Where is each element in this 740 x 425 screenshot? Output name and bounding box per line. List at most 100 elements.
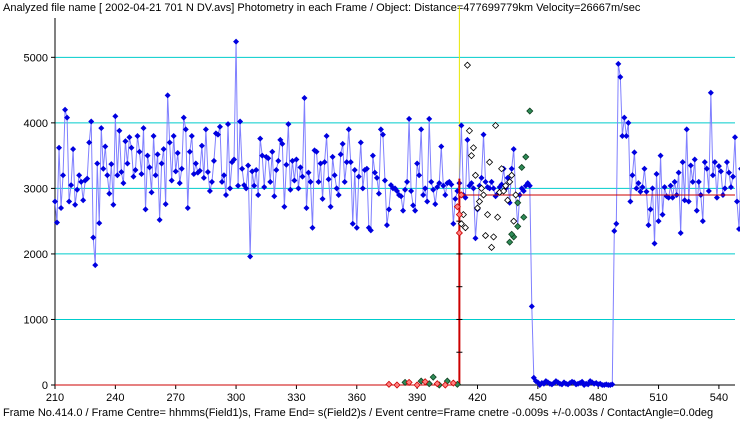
main-point-43 <box>138 170 145 177</box>
main-point-66 <box>184 205 191 212</box>
main-point-336 <box>727 184 734 191</box>
main-point-322 <box>699 218 706 225</box>
main-point-150 <box>353 224 360 231</box>
main-point-61 <box>174 150 181 157</box>
main-point-334 <box>723 159 730 166</box>
main-point-277 <box>609 381 616 388</box>
main-point-165 <box>383 222 390 229</box>
main-point-119 <box>291 177 298 184</box>
main-point-35 <box>122 138 129 145</box>
main-point-177 <box>408 188 415 195</box>
main-point-1 <box>54 219 61 226</box>
main-point-298 <box>651 240 658 247</box>
main-point-38 <box>128 144 135 151</box>
main-point-121 <box>295 185 302 192</box>
white-point-21 <box>500 187 508 195</box>
main-point-189 <box>432 201 439 208</box>
main-point-106 <box>265 155 272 162</box>
main-point-294 <box>643 188 650 195</box>
main-point-163 <box>379 131 386 138</box>
main-point-212 <box>478 174 485 181</box>
main-point-120 <box>293 156 300 163</box>
main-point-340 <box>736 226 740 233</box>
main-point-143 <box>339 140 346 147</box>
main-point-300 <box>655 218 662 225</box>
main-point-288 <box>631 149 638 156</box>
main-point-79 <box>210 157 217 164</box>
main-point-287 <box>629 172 636 179</box>
main-point-96 <box>245 162 252 169</box>
main-point-31 <box>114 172 121 179</box>
main-point-115 <box>283 161 290 168</box>
main-point-10 <box>72 201 79 208</box>
main-point-3 <box>58 205 65 212</box>
main-point-151 <box>355 173 362 180</box>
red-point-9 <box>455 211 463 219</box>
main-point-286 <box>627 198 634 205</box>
main-point-148 <box>349 220 356 227</box>
red-point-11 <box>457 191 465 199</box>
red-point-4 <box>421 378 429 386</box>
x-tick-label-1: 240 <box>106 392 124 404</box>
main-point-83 <box>218 178 225 185</box>
main-point-155 <box>363 165 370 172</box>
main-point-279 <box>613 220 620 227</box>
main-point-9 <box>70 146 77 153</box>
main-point-306 <box>667 182 674 189</box>
x-tick-label-11: 540 <box>710 392 728 404</box>
main-point-192 <box>438 143 445 150</box>
main-point-6 <box>64 114 71 121</box>
main-point-8 <box>68 182 75 189</box>
white-point-10 <box>477 184 486 192</box>
main-point-26 <box>104 172 111 179</box>
main-point-185 <box>424 198 431 205</box>
main-point-93 <box>239 165 246 172</box>
x-tick-label-2: 270 <box>167 392 185 404</box>
main-point-21 <box>94 160 101 167</box>
white-point-26 <box>510 217 518 225</box>
main-point-22 <box>96 220 103 227</box>
main-point-36 <box>124 160 131 167</box>
main-point-237 <box>528 303 535 310</box>
main-point-160 <box>373 174 380 181</box>
main-point-158 <box>369 152 376 159</box>
main-point-317 <box>689 178 696 185</box>
main-point-87 <box>227 185 234 192</box>
main-point-74 <box>200 174 207 181</box>
main-point-7 <box>66 198 73 205</box>
main-point-146 <box>345 126 352 133</box>
main-point-188 <box>430 186 437 193</box>
main-point-140 <box>333 185 340 192</box>
white-point-9 <box>475 197 484 206</box>
main-point-329 <box>713 194 720 201</box>
main-point-209 <box>472 235 479 242</box>
main-point-0 <box>52 198 58 205</box>
main-point-130 <box>313 148 320 155</box>
main-point-289 <box>633 185 640 192</box>
white-point-3 <box>463 61 471 69</box>
main-point-57 <box>166 139 173 146</box>
main-point-68 <box>188 132 195 139</box>
main-point-117 <box>287 186 294 193</box>
white-point-15 <box>488 243 496 251</box>
main-point-29 <box>110 201 117 208</box>
main-point-183 <box>420 191 427 198</box>
white-point-13 <box>483 211 492 219</box>
main-point-27 <box>106 190 113 197</box>
main-point-65 <box>182 126 189 133</box>
main-point-217 <box>488 178 495 185</box>
main-point-33 <box>118 169 125 176</box>
main-point-41 <box>134 132 141 139</box>
white-point-4 <box>465 127 474 135</box>
x-tick-label-0: 210 <box>46 392 64 404</box>
main-point-47 <box>146 164 153 171</box>
main-point-2 <box>56 144 63 151</box>
main-point-45 <box>142 206 149 213</box>
main-point-78 <box>208 178 215 185</box>
main-point-280 <box>615 60 622 67</box>
main-point-181 <box>416 172 423 179</box>
main-point-50 <box>152 172 159 179</box>
main-point-205 <box>464 136 471 143</box>
x-tick-label-6: 390 <box>408 392 426 404</box>
main-point-292 <box>639 184 646 191</box>
